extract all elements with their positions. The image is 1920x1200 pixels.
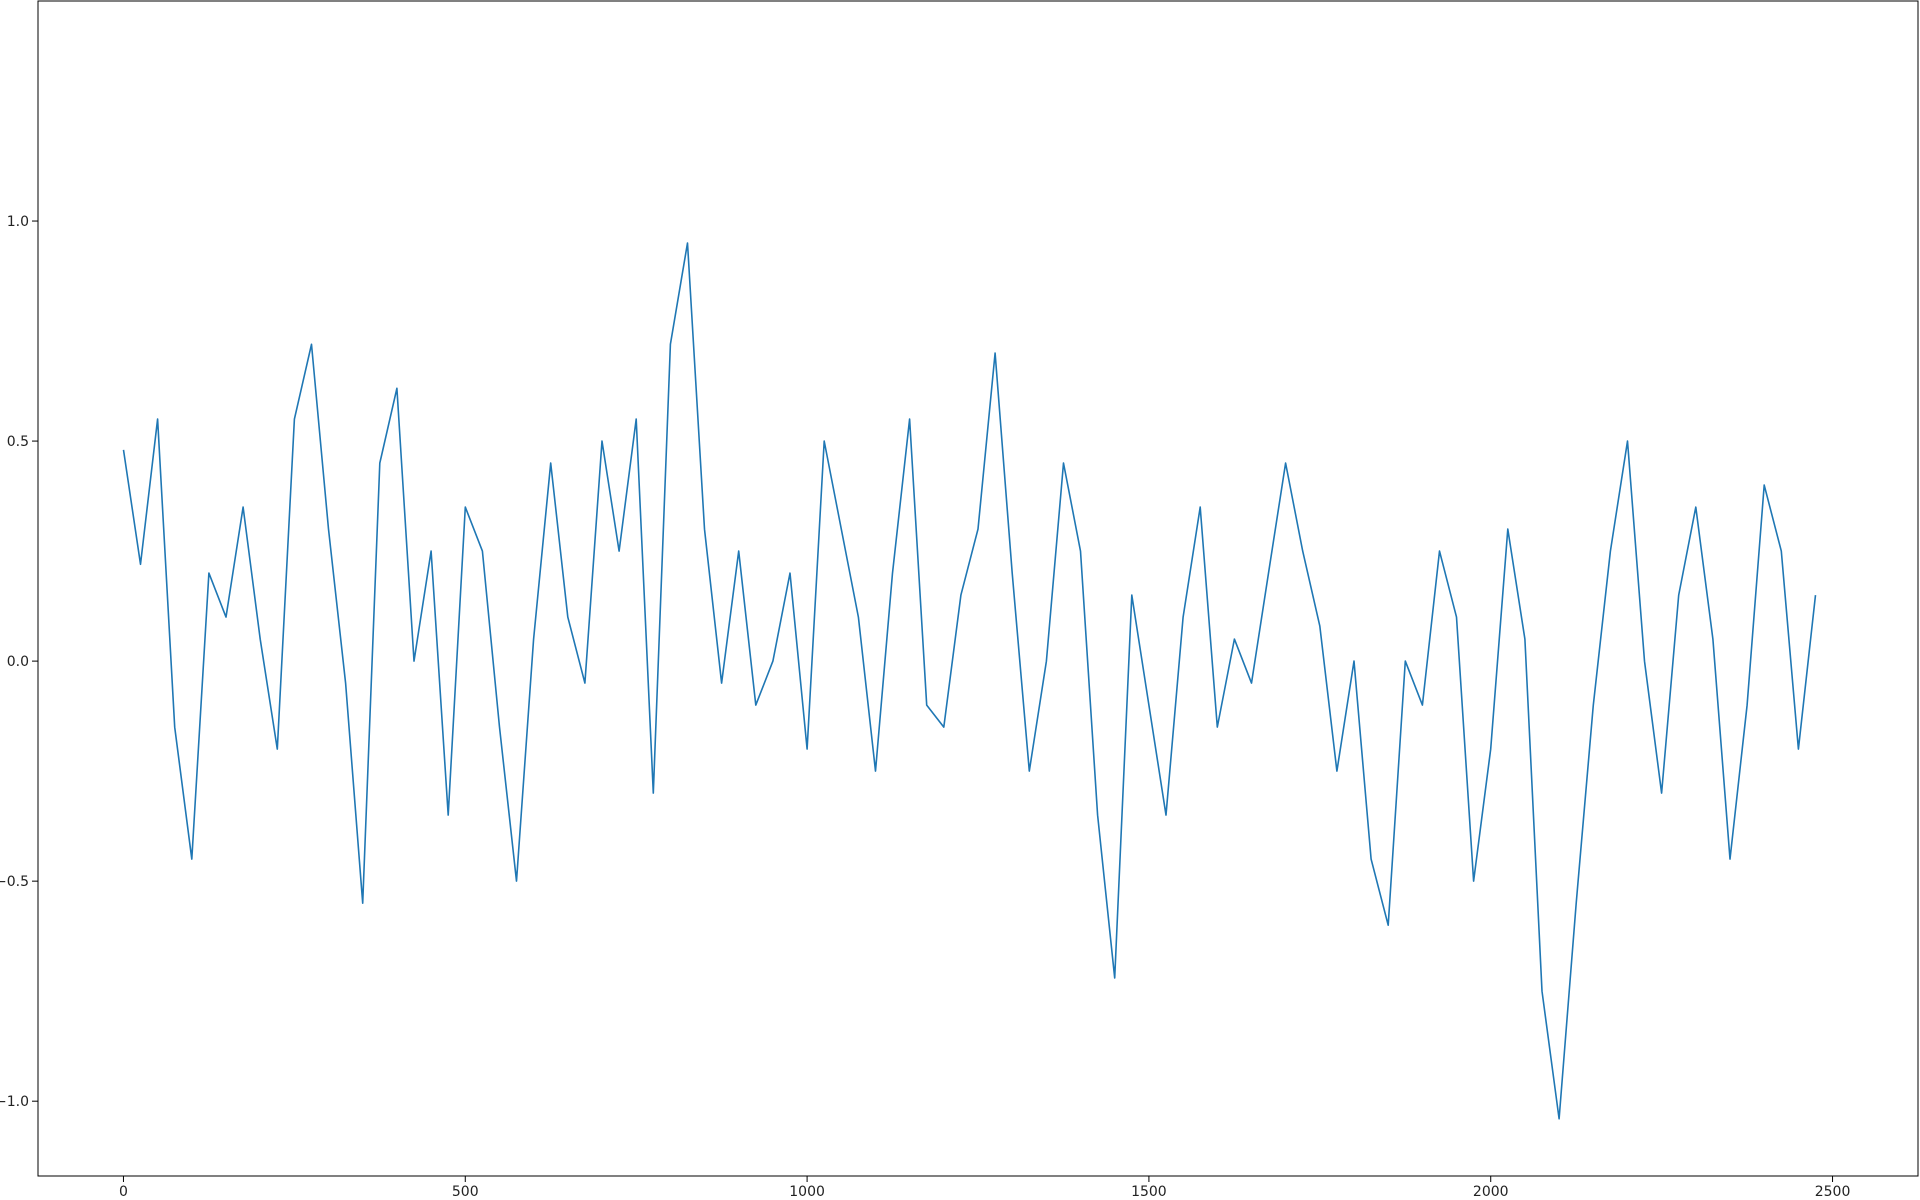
series-line	[122, 242, 1817, 1120]
x-tick-label: 500	[452, 1184, 479, 1200]
y-tick-label: 1.0	[7, 214, 29, 230]
x-tick-label: 1500	[1131, 1184, 1167, 1200]
axes-frame	[37, 0, 1919, 1177]
x-tick-label: 1000	[789, 1184, 825, 1200]
y-tick-label: −1.0	[0, 1094, 29, 1110]
tick-layer: 0 500 1000 1500 2000 2500 −1.0 −0.5 0.0 0.5 1.0	[0, 214, 1850, 1200]
x-tick-label: 2000	[1473, 1184, 1509, 1200]
y-tick-label: −0.5	[0, 874, 29, 890]
x-tick-label: 0	[119, 1184, 128, 1200]
series-layer	[122, 242, 1817, 1120]
y-tick-label: 0.5	[7, 434, 29, 450]
y-tick-label: 0.0	[7, 654, 29, 670]
x-tick-label: 2500	[1815, 1184, 1851, 1200]
